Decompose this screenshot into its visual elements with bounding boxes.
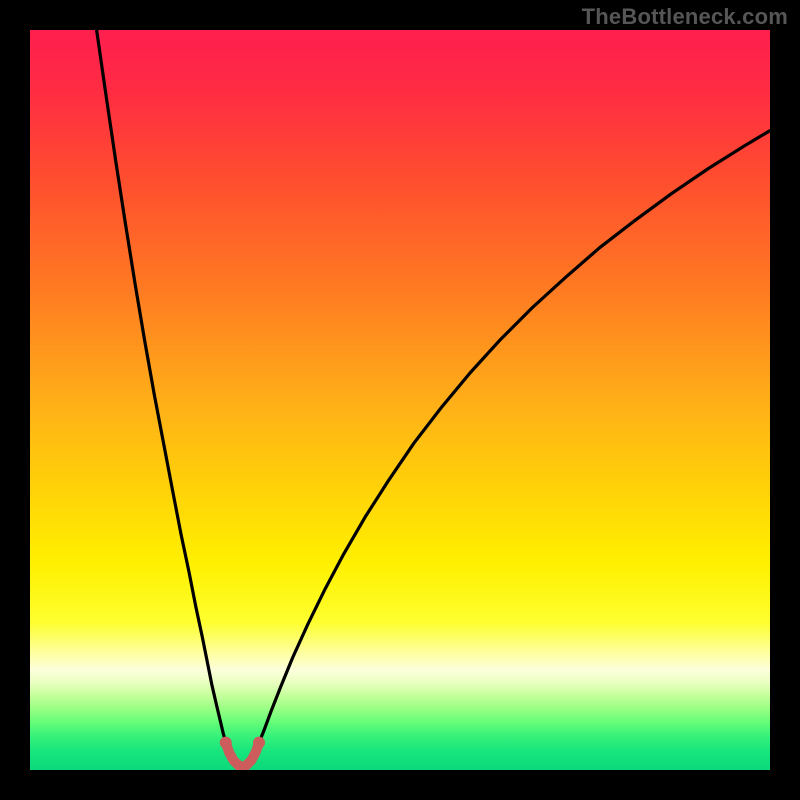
gradient-background xyxy=(30,30,770,770)
valley-marker-dot-2 xyxy=(253,737,265,749)
valley-marker-dot-1 xyxy=(220,737,232,749)
plot-svg xyxy=(30,30,770,770)
watermark-text: TheBottleneck.com xyxy=(582,4,788,30)
plot-area xyxy=(30,30,770,770)
